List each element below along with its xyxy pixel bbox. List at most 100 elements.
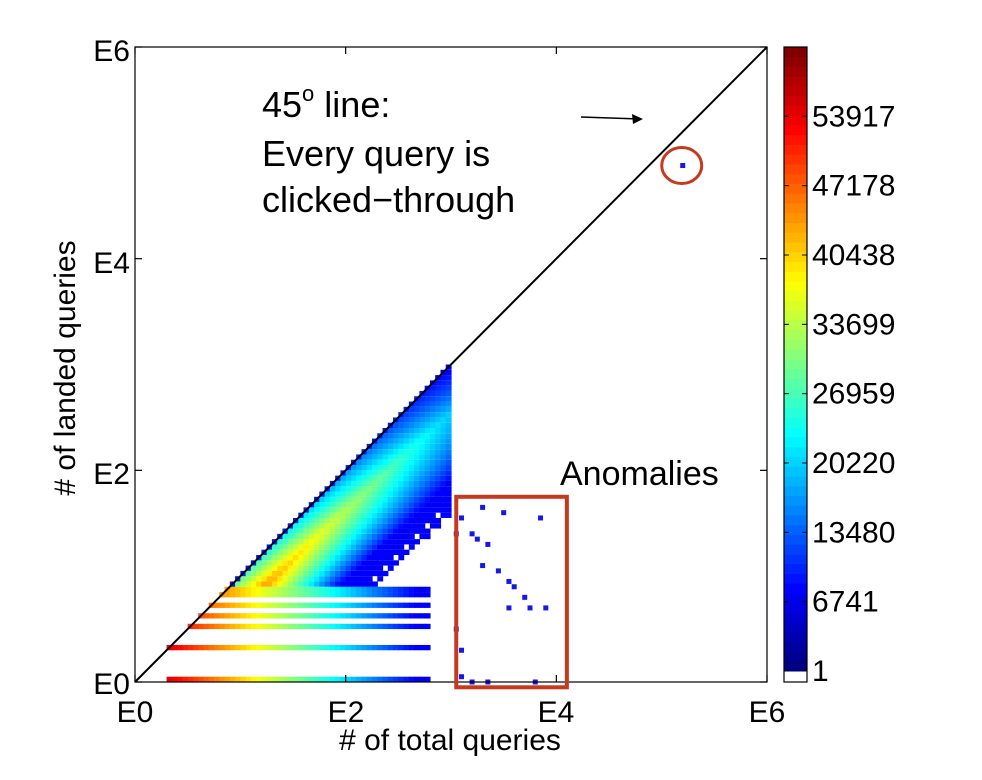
heatmap-cell [382,507,389,513]
heatmap-cell [408,676,415,682]
heatmap-cell [403,586,410,593]
heatmap-cell [308,544,315,550]
heatmap-cell [440,422,447,428]
heatmap-cell [366,486,373,492]
heatmap-cell [372,533,378,540]
heatmap-cell [271,570,278,577]
heatmap-cell [403,417,410,423]
heatmap-cell [335,496,341,503]
colorbar-segment [784,573,807,584]
heatmap-cell [314,549,320,555]
heatmap-cell [277,539,284,545]
colorbar-zero-swatch [784,671,807,682]
heatmap-cell [393,475,399,481]
heatmap-cell [382,623,389,630]
heatmap-cell [414,470,420,476]
heatmap-cell [424,459,431,466]
heatmap-cell [361,592,368,598]
heatmap-cell [256,586,262,593]
heatmap-cell [366,517,373,524]
heatmap-cell [308,623,315,630]
heatmap-cell [214,623,220,630]
heatmap-cell [403,533,410,540]
heatmap-cell [335,676,341,682]
colorbar-segment [784,203,807,214]
heatmap-cell [435,470,442,476]
heatmap-cell [408,428,415,434]
heatmap-cell [287,555,294,561]
heatmap-cell [229,676,236,682]
heatmap-cell [298,523,305,529]
heatmap-cell [187,676,194,682]
heatmap-cell [403,523,410,529]
heatmap-cell [419,417,426,423]
heatmap-cell [372,602,378,608]
heatmap-cell [377,480,384,487]
heatmap-cell [382,491,389,497]
heatmap-cell [235,623,241,630]
heatmap-cell [319,581,326,587]
heatmap-cell [393,459,399,466]
heatmap-cell [429,417,436,423]
heatmap-cell [266,613,273,619]
heatmap-cell [293,555,299,561]
heatmap-cell [235,676,241,682]
heatmap-cell [287,549,294,555]
heatmap-cell [445,475,452,481]
heatmap-cell [387,496,394,503]
heatmap-cell [324,602,331,608]
heatmap-cell [387,449,394,455]
heatmap-cell [377,613,384,619]
heatmap-cell [350,486,357,492]
heatmap-cell [319,565,326,571]
heatmap-cell [324,570,331,577]
heatmap-cell [350,644,357,651]
colorbar-segment [784,388,807,399]
heatmap-cell [240,586,247,593]
heatmap-cell [277,623,284,630]
heatmap-cell [335,581,341,587]
heatmap-cell [282,576,289,582]
heatmap-cell [372,443,378,450]
heatmap-cell [361,528,368,534]
heatmap-cell [345,523,352,529]
colorbar-segment [784,661,807,672]
heatmap-cell [382,523,389,529]
heatmap-cell [387,539,394,545]
heatmap-cell [266,676,273,682]
heatmap-cell [419,475,426,481]
heatmap-cell [377,644,384,651]
heatmap-cell [256,613,262,619]
heatmap-cell [382,676,389,682]
heatmap-cell [435,417,442,423]
heatmap-cell [414,459,420,466]
heatmap-cell [308,570,315,577]
colorbar-segment [784,339,807,350]
heatmap-cell [382,433,389,439]
heatmap-cell [387,592,394,598]
heatmap-cell [372,480,378,487]
heatmap-cell [266,549,273,555]
heatmap-cell [271,549,278,555]
heatmap-cell [435,459,442,466]
heatmap-cell [414,417,420,423]
heatmap-cell [414,623,420,630]
heatmap-cell [393,602,399,608]
heatmap-cell [387,512,394,518]
line-annotation-line-2: Every query is [262,133,490,174]
heatmap-cell [377,443,384,450]
heatmap-cell [319,623,326,630]
heatmap-cell [372,486,378,492]
heatmap-cell [361,533,368,540]
outlier-point [485,541,491,547]
heatmap-cell [424,428,431,434]
heatmap-cell [403,480,410,487]
heatmap-cell [308,592,315,598]
colorbar-segment [784,407,807,418]
heatmap-cell [377,523,384,529]
heatmap-cell [408,528,415,534]
heatmap-cell [403,528,410,534]
heatmap-cell [182,644,189,651]
heatmap-cell [366,676,373,682]
heatmap-cell [366,459,373,466]
